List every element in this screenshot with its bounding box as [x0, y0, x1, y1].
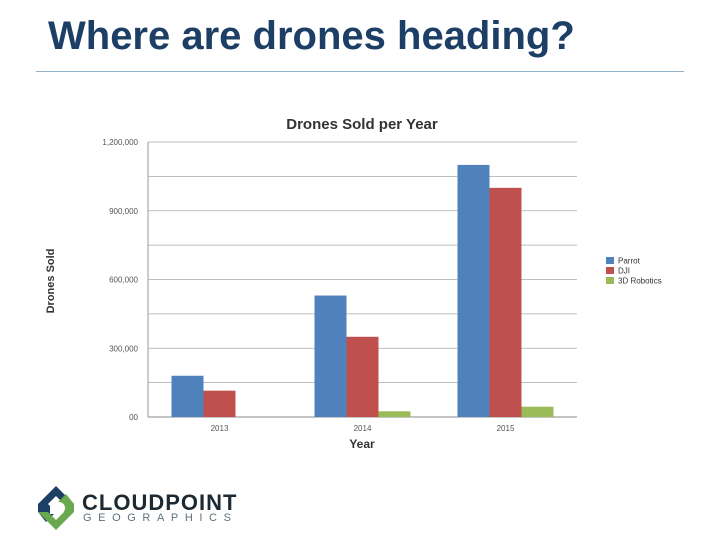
logo-mark-icon: [38, 486, 74, 530]
bar-3d-robotics-2014: [378, 411, 411, 417]
slide-title: Where are drones heading?: [48, 14, 575, 58]
bar-dji-2014: [346, 336, 379, 417]
bar-dji-2013: [203, 390, 236, 417]
x-tick-label: 2015: [497, 424, 515, 433]
legend-label: 3D Robotics: [618, 277, 662, 286]
bar-chart: Drones Sold per Year 00 300,000 600,000 900…: [45, 116, 662, 451]
bar-parrot-2015: [457, 164, 490, 417]
y-tick-label: 900,000: [109, 207, 138, 216]
y-tick-label: 00: [129, 413, 138, 422]
y-axis-label: Drones Sold: [45, 249, 57, 314]
x-tick-label: 2014: [354, 424, 372, 433]
logo-subtitle: GEOGRAPHICS: [83, 512, 238, 524]
bar-3d-robotics-2015: [521, 406, 554, 417]
bar-parrot-2013: [171, 375, 204, 417]
x-axis-label: Year: [349, 437, 375, 451]
y-tick-label: 600,000: [109, 276, 138, 285]
chart-title: Drones Sold per Year: [286, 116, 438, 133]
bar-dji-2015: [489, 187, 522, 417]
legend-swatch: [606, 277, 614, 284]
legend-swatch: [606, 257, 614, 264]
legend-swatch: [606, 267, 614, 274]
cloudpoint-logo: CLOUDPOINT GEOGRAPHICS: [36, 484, 266, 532]
y-tick-label: 1,200,000: [102, 138, 138, 147]
legend-label: DJI: [618, 267, 630, 276]
bar-parrot-2014: [314, 295, 347, 417]
x-tick-label: 2013: [211, 424, 229, 433]
y-tick-label: 300,000: [109, 344, 138, 353]
logo-name: CLOUDPOINT: [82, 490, 238, 515]
title-divider: [36, 71, 684, 72]
legend-label: Parrot: [618, 257, 641, 266]
